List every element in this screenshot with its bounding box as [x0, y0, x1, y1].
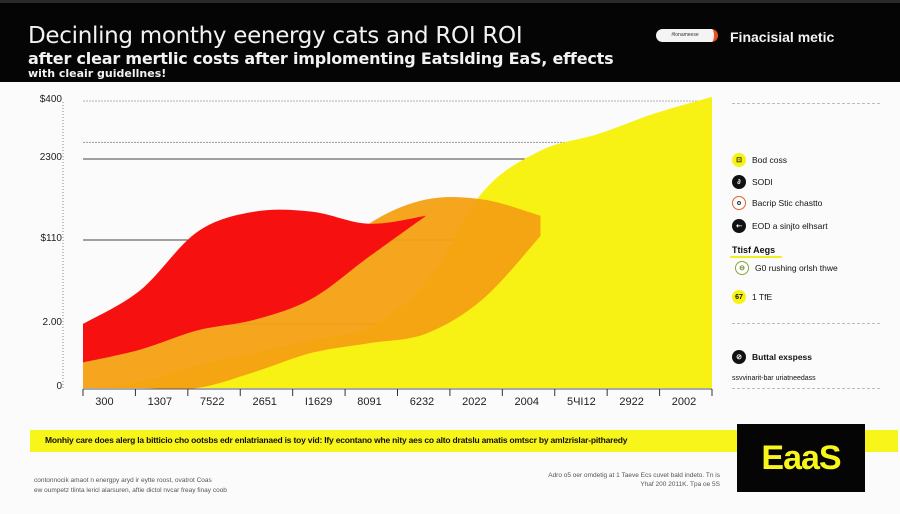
chart-subtitle-2: with cleair guidellnes!: [28, 67, 167, 80]
y-tick-label: 2300: [39, 152, 62, 163]
legend-label: EOD a sinjto elhsart: [752, 221, 828, 231]
legend-subitem-rushing[interactable]: ⊖ G0 rushing orlsh thwe: [735, 260, 838, 276]
chart-subtitle: after clear mertlic costs after implomen…: [28, 49, 614, 68]
header-badge: #lonameese: [656, 29, 718, 42]
legend-label: SODI: [752, 177, 773, 187]
y-tick-label: $400: [39, 94, 62, 105]
camera-icon: ⊡: [732, 153, 746, 167]
source-note-left: contonnocik amaot n energpy aryd ir eytt…: [34, 476, 227, 496]
x-tick-label: 5ЧI12: [566, 396, 596, 408]
chart-area: [62, 96, 713, 396]
legend-label: Bod coss: [752, 155, 787, 165]
y-tick-label: $110: [40, 233, 62, 244]
source-right-line-2: Yhaf 200 2011K. Tpa oe 5S: [640, 481, 720, 488]
x-tick-label: 2004: [514, 396, 540, 408]
legend-label: Bacrip Stic chastto: [752, 198, 823, 208]
legend-note: ssvvinarit-bar uriatneedass: [732, 370, 816, 386]
x-tick-label: 7522: [200, 396, 225, 408]
x-tick-label: 1307: [147, 396, 173, 408]
series-areas: [83, 96, 712, 390]
axes: [62, 102, 713, 396]
y-tick-label: 0: [56, 381, 62, 392]
eaas-logo: EaaS: [737, 424, 865, 492]
legend-item-bod-coss[interactable]: ⊡ Bod coss: [732, 152, 787, 168]
x-tick-label: I1629: [304, 396, 333, 408]
metric-label: Finacisial metic: [730, 29, 835, 45]
source-right-line-1: Adro o5 oer omdetig at 1 Taeve Ecs cuvet…: [548, 472, 720, 479]
x-tick-label: 2002: [671, 396, 697, 408]
x-tick-label: 2922: [619, 396, 644, 408]
link-icon: ∂: [732, 175, 746, 189]
ring-icon: o: [732, 196, 746, 210]
tag-icon: 67: [732, 290, 746, 304]
legend-divider-bottom: [732, 388, 880, 389]
x-tick-label: 8091: [357, 396, 382, 408]
source-left-line-2: ew oumpetz tlinta lericl alarsuren, afti…: [34, 487, 227, 494]
legend-heading: Ttisf Aegs: [729, 245, 783, 258]
source-note-right: Adro o5 oer omdetig at 1 Taeve Ecs cuvet…: [520, 471, 720, 489]
y-tick-label: 2.00: [42, 317, 62, 328]
legend-item-buttal[interactable]: ⊘ Buttal exspess: [732, 349, 812, 365]
legend-divider-top: [732, 103, 880, 104]
x-tick-label: 2022: [462, 396, 487, 408]
legend-label: Buttal exspess: [752, 352, 812, 362]
x-tick-label: 300: [95, 396, 114, 408]
legend-subitem-tfe[interactable]: 67 1 TfE: [732, 289, 772, 305]
pill-icon: ⊘: [732, 350, 746, 364]
legend-label: 1 TfE: [752, 292, 773, 302]
x-tick-label: 2651: [252, 396, 277, 408]
chart-title: Decinling monthy eenergy cats and ROI RO…: [28, 23, 523, 49]
legend-item-eod[interactable]: ⇠ EOD a sinjto elhsart: [732, 218, 828, 234]
clock-icon: ⊖: [735, 261, 749, 275]
x-tick-label: 6232: [409, 396, 435, 408]
arrow-icon: ⇠: [732, 219, 746, 233]
source-left-line-1: contonnocik amaot n energpy aryd ir eytt…: [34, 477, 212, 484]
legend-divider-mid: [732, 323, 880, 324]
legend-note-text: ssvvinarit-bar uriatneedass: [732, 374, 816, 382]
legend-label: G0 rushing orlsh thwe: [755, 263, 838, 273]
footnote-text: Monhiy care does alerg la bitticio cho o…: [45, 435, 628, 445]
footnote-band: [30, 430, 898, 452]
series-area-sodi: [83, 209, 427, 363]
series-area-bod-coss: [83, 96, 712, 388]
legend-item-bacrip[interactable]: o Bacrip Stic chastto: [732, 195, 822, 211]
legend-item-sodi[interactable]: ∂ SODI: [732, 174, 773, 190]
header-band: Decinling monthy eenergy cats and ROI RO…: [0, 0, 900, 82]
